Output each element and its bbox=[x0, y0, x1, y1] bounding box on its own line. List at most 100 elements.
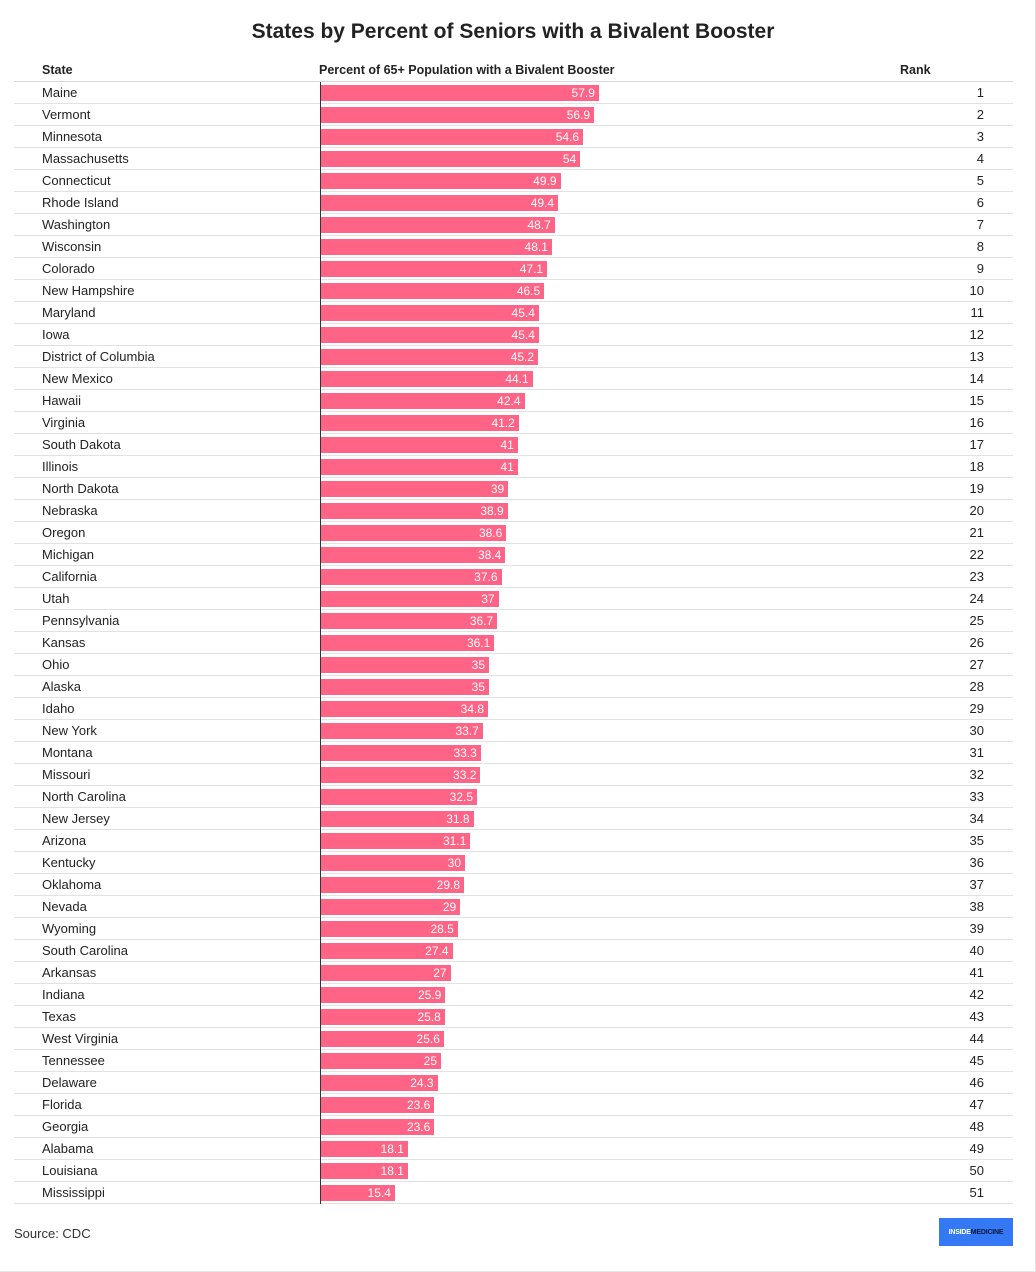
bar: 25.8 bbox=[321, 1009, 445, 1025]
bar-area: 56.9 bbox=[320, 104, 870, 126]
bar-area: 29 bbox=[320, 896, 870, 918]
rank-value: 19 bbox=[969, 481, 984, 496]
rank-value: 24 bbox=[969, 591, 984, 606]
state-name: Arkansas bbox=[42, 965, 97, 980]
bar-value-label: 48.7 bbox=[527, 218, 551, 232]
bar: 44.1 bbox=[321, 371, 533, 387]
bar: 45.4 bbox=[321, 327, 539, 343]
rank-value: 17 bbox=[969, 437, 984, 452]
bar-area: 25.8 bbox=[320, 1006, 870, 1028]
bar: 18.1 bbox=[321, 1141, 408, 1157]
state-name: Michigan bbox=[42, 547, 95, 562]
bar-value-label: 38.6 bbox=[478, 526, 503, 540]
bar-area: 25.9 bbox=[320, 984, 870, 1006]
bar: 33.3 bbox=[321, 745, 481, 761]
state-name: Minnesota bbox=[42, 129, 102, 144]
bar: 18.1 bbox=[321, 1163, 408, 1179]
state-name: Florida bbox=[42, 1097, 82, 1112]
bar: 38.6 bbox=[321, 525, 507, 541]
bar-area: 32.5 bbox=[320, 786, 870, 808]
bar-area: 35 bbox=[320, 654, 870, 676]
bar-value-label: 33.7 bbox=[455, 724, 479, 738]
state-name: Hawaii bbox=[42, 393, 82, 408]
bar-value-label: 25.8 bbox=[417, 1010, 441, 1024]
table-row: Wisconsin 48.1 8 bbox=[14, 236, 1013, 258]
state-name: Pennsylvania bbox=[42, 613, 120, 628]
bar-area: 54.6 bbox=[320, 126, 870, 148]
bar: 49.4 bbox=[321, 195, 559, 211]
rank-value: 46 bbox=[969, 1075, 984, 1090]
rank-value: 39 bbox=[969, 921, 984, 936]
state-name: New York bbox=[42, 723, 97, 738]
rank-value: 35 bbox=[969, 833, 984, 848]
bar-area: 35 bbox=[320, 676, 870, 698]
state-name: Mississippi bbox=[42, 1185, 105, 1200]
bar: 48.1 bbox=[321, 239, 552, 255]
bar-area: 37 bbox=[320, 588, 870, 610]
bar-value-label: 37 bbox=[481, 592, 495, 606]
bar-area: 15.4 bbox=[320, 1182, 870, 1204]
bar-area: 54 bbox=[320, 148, 870, 170]
bar-value-label: 31.8 bbox=[446, 812, 470, 826]
table-row: New Mexico 44.1 14 bbox=[14, 368, 1013, 390]
bar-value-label: 23.6 bbox=[406, 1120, 431, 1134]
bar: 57.9 bbox=[321, 85, 599, 101]
bar: 54 bbox=[321, 151, 581, 167]
table-row: Alaska 35 28 bbox=[14, 676, 1013, 698]
table-row: Indiana 25.9 42 bbox=[14, 984, 1013, 1006]
table-row: Louisiana 18.1 50 bbox=[14, 1160, 1013, 1182]
rank-value: 21 bbox=[969, 525, 984, 540]
rank-value: 1 bbox=[976, 85, 984, 100]
bar-area: 57.9 bbox=[320, 82, 870, 104]
table-row: Georgia 23.6 48 bbox=[14, 1116, 1013, 1138]
state-name: Texas bbox=[42, 1009, 76, 1024]
bar-area: 29.8 bbox=[320, 874, 870, 896]
rank-value: 50 bbox=[969, 1163, 984, 1178]
state-name: Louisiana bbox=[42, 1163, 98, 1178]
bar-value-label: 36.7 bbox=[469, 614, 494, 628]
table-row: Illinois 41 18 bbox=[14, 456, 1013, 478]
bar: 35 bbox=[321, 657, 489, 673]
bar: 34.8 bbox=[321, 701, 488, 717]
bar-value-label: 38.4 bbox=[477, 548, 502, 562]
bar-value-label: 18.1 bbox=[380, 1142, 404, 1156]
table-row: Hawaii 42.4 15 bbox=[14, 390, 1013, 412]
bar-value-label: 38.9 bbox=[480, 504, 504, 518]
table-row: New Hampshire 46.5 10 bbox=[14, 280, 1013, 302]
column-header-percent: Percent of 65+ Population with a Bivalen… bbox=[319, 63, 615, 77]
bar-area: 31.8 bbox=[320, 808, 870, 830]
inside-medicine-logo[interactable]: INSIDE MEDICINE bbox=[939, 1218, 1013, 1246]
bar-area: 33.3 bbox=[320, 742, 870, 764]
bar-area: 45.4 bbox=[320, 324, 870, 346]
rank-value: 40 bbox=[969, 943, 984, 958]
bar-value-label: 46.5 bbox=[516, 284, 541, 298]
bar-area: 36.7 bbox=[320, 610, 870, 632]
bar-value-label: 41 bbox=[500, 460, 514, 474]
table-row: Massachusetts 54 4 bbox=[14, 148, 1013, 170]
bar-area: 27.4 bbox=[320, 940, 870, 962]
rank-value: 10 bbox=[969, 283, 984, 298]
state-name: Illinois bbox=[42, 459, 79, 474]
bar-value-label: 25.9 bbox=[417, 988, 442, 1002]
bar: 31.1 bbox=[321, 833, 471, 849]
bar: 41.2 bbox=[321, 415, 519, 431]
rank-value: 11 bbox=[970, 305, 985, 320]
table-row: Utah 37 24 bbox=[14, 588, 1013, 610]
state-name: California bbox=[42, 569, 97, 584]
bar: 41 bbox=[321, 459, 518, 475]
table-row: California 37.6 23 bbox=[14, 566, 1013, 588]
bar-value-label: 54 bbox=[562, 152, 577, 166]
table-row: Pennsylvania 36.7 25 bbox=[14, 610, 1013, 632]
state-name: District of Columbia bbox=[42, 349, 155, 364]
rank-value: 3 bbox=[976, 129, 984, 144]
bar-value-label: 30 bbox=[447, 856, 461, 870]
state-name: Alaska bbox=[42, 679, 82, 694]
bar-value-label: 35 bbox=[471, 658, 485, 672]
bar: 25 bbox=[321, 1053, 441, 1069]
bar: 24.3 bbox=[321, 1075, 438, 1091]
bar: 31.8 bbox=[321, 811, 474, 827]
state-name: Missouri bbox=[42, 767, 91, 782]
state-name: North Dakota bbox=[42, 481, 119, 496]
bar: 23.6 bbox=[321, 1097, 435, 1113]
state-name: Washington bbox=[42, 217, 111, 232]
